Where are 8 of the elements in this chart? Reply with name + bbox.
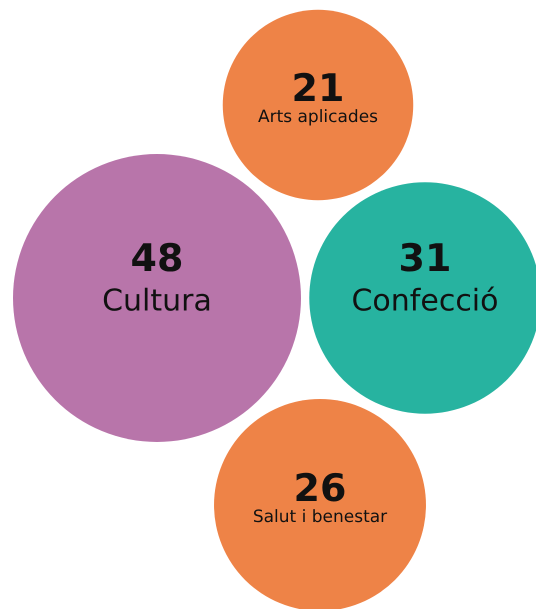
data-label: 31: [398, 236, 452, 280]
category-label: Arts aplicades: [258, 107, 378, 127]
category-label: Salut i benestar: [252, 507, 388, 527]
data-label: 48: [130, 236, 184, 280]
category-label: Cultura: [102, 284, 212, 318]
category-label: Confecció: [351, 284, 499, 318]
data-label: 21: [292, 66, 344, 110]
data-label: 26: [294, 466, 346, 510]
